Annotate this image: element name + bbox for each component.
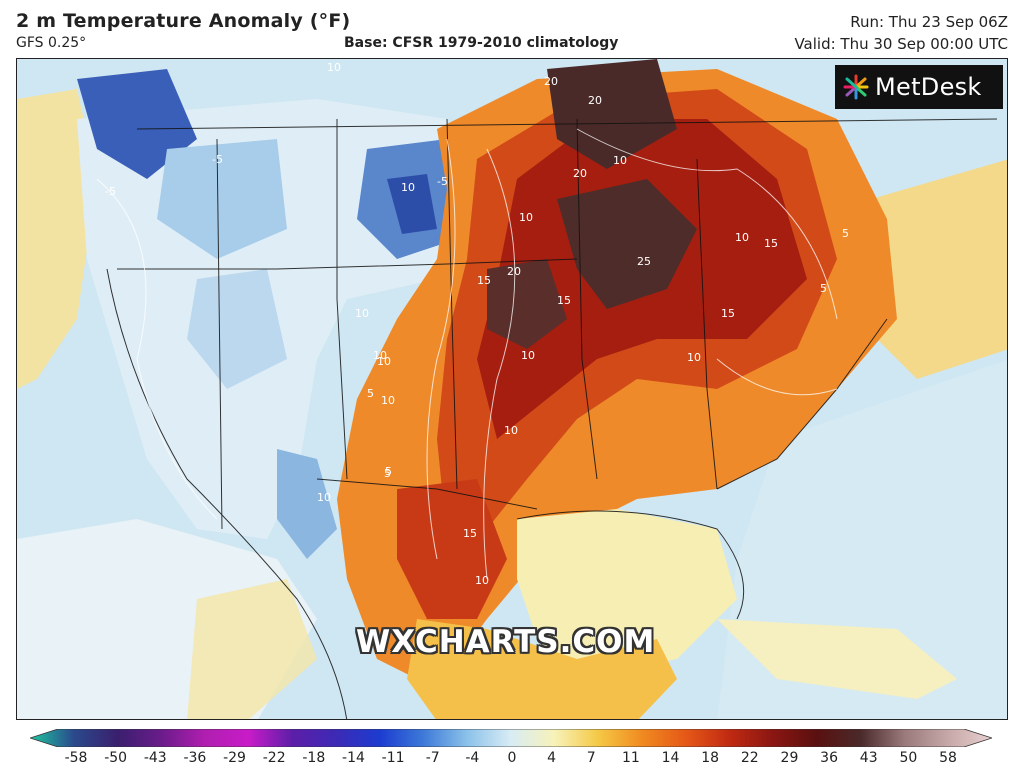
contour-label: -5 <box>437 175 448 188</box>
contour-label: 10 <box>327 61 341 74</box>
colorbar-tick-label: -22 <box>262 750 286 766</box>
contour-label: 20 <box>544 75 558 88</box>
chart-title: 2 m Temperature Anomaly (°F) <box>16 10 351 32</box>
colorbar-tick-label: -29 <box>223 750 246 766</box>
colorbar-tick-label: 18 <box>701 750 720 766</box>
contour-label: 10 <box>355 307 369 320</box>
colorbar-tick-label: -4 <box>465 750 480 766</box>
contour-label: -5 <box>212 153 223 166</box>
contour-label: 20 <box>573 167 587 180</box>
colorbar-tick-label: -58 <box>64 750 88 766</box>
contour-label: 15 <box>764 237 778 250</box>
colorbar-tick-label: 50 <box>899 750 918 766</box>
colorbar-tick-label: 11 <box>621 750 640 766</box>
metdesk-logo: MetDesk <box>835 65 1003 109</box>
contour-label: 15 <box>477 274 491 287</box>
colorbar <box>30 729 992 747</box>
colorbar-tick-label: 43 <box>859 750 878 766</box>
contour-label: -5 <box>105 185 116 198</box>
contour-label: 10 <box>475 574 489 587</box>
valid-time-label: Valid: Thu 30 Sep 00:00 UTC <box>794 35 1008 53</box>
contour-label: 15 <box>721 307 735 320</box>
contour-label: 10 <box>401 181 415 194</box>
model-label: GFS 0.25° <box>16 35 87 51</box>
colorbar-tick-label: 4 <box>547 750 557 766</box>
metdesk-sunburst-icon <box>843 74 869 100</box>
colorbar-tick-label: -36 <box>183 750 207 766</box>
contour-label: 20 <box>507 265 521 278</box>
contour-label: 10 <box>504 424 518 437</box>
colorbar-tick-label: 58 <box>939 750 957 766</box>
run-label: Run: Thu 23 Sep 06Z <box>850 13 1008 31</box>
colorbar-ticks: -58 -50 -43 -36 -29 -22 -18 -14 -11 -7 -4 0 4 7 11 14 18… <box>30 750 992 770</box>
colorbar-tick-label: 22 <box>740 750 759 766</box>
colorbar-tick-label: -7 <box>425 750 440 766</box>
contour-label: 5 <box>385 465 392 478</box>
contour-label: 10 <box>317 491 331 504</box>
logo-text: MetDesk <box>875 73 982 101</box>
base-climatology-label: Base: CFSR 1979-2010 climatology <box>344 35 619 51</box>
contour-label: 10 <box>373 349 387 362</box>
colorbar-tick-label: -50 <box>104 750 128 766</box>
colorbar-tick-label: -11 <box>381 750 405 766</box>
contour-labels: 10 20 20 10 20 10 25 20 15 10 15 5 5 10 … <box>105 61 849 587</box>
contour-label: 25 <box>637 255 651 268</box>
contour-label: 5 <box>820 282 827 295</box>
colorbar-tick-label: 0 <box>507 750 517 766</box>
contour-label: 10 <box>613 154 627 167</box>
colorbar-tick-label: 36 <box>820 750 838 766</box>
contour-label: 10 <box>377 355 391 368</box>
contour-label: 20 <box>588 94 602 107</box>
colorbar-tick-label: 29 <box>780 750 799 766</box>
colorbar-tick-label: 14 <box>661 750 680 766</box>
colorbar-tick-label: 7 <box>586 750 596 766</box>
map-canvas: 10 20 20 10 20 10 25 20 15 10 15 5 5 10 … <box>17 59 1007 719</box>
contour-label: 5 <box>384 467 391 480</box>
contour-label: 10 <box>381 394 395 407</box>
anomaly-map: 10 20 20 10 20 10 25 20 15 10 15 5 5 10 … <box>16 58 1008 720</box>
contour-label: 10 <box>735 231 749 244</box>
contour-label: 15 <box>557 294 571 307</box>
contour-label: 5 <box>842 227 849 240</box>
contour-label: 5 <box>367 387 374 400</box>
contour-label: 10 <box>687 351 701 364</box>
colorbar-tick-label: -18 <box>302 750 326 766</box>
contour-label: 15 <box>463 527 477 540</box>
colorbar-tick-label: -43 <box>143 750 167 766</box>
colorbar-tick-label: -14 <box>342 750 365 766</box>
contour-label: 10 <box>519 211 533 224</box>
watermark: WXCHARTS.COM <box>356 624 656 660</box>
contour-label: 10 <box>521 349 535 362</box>
